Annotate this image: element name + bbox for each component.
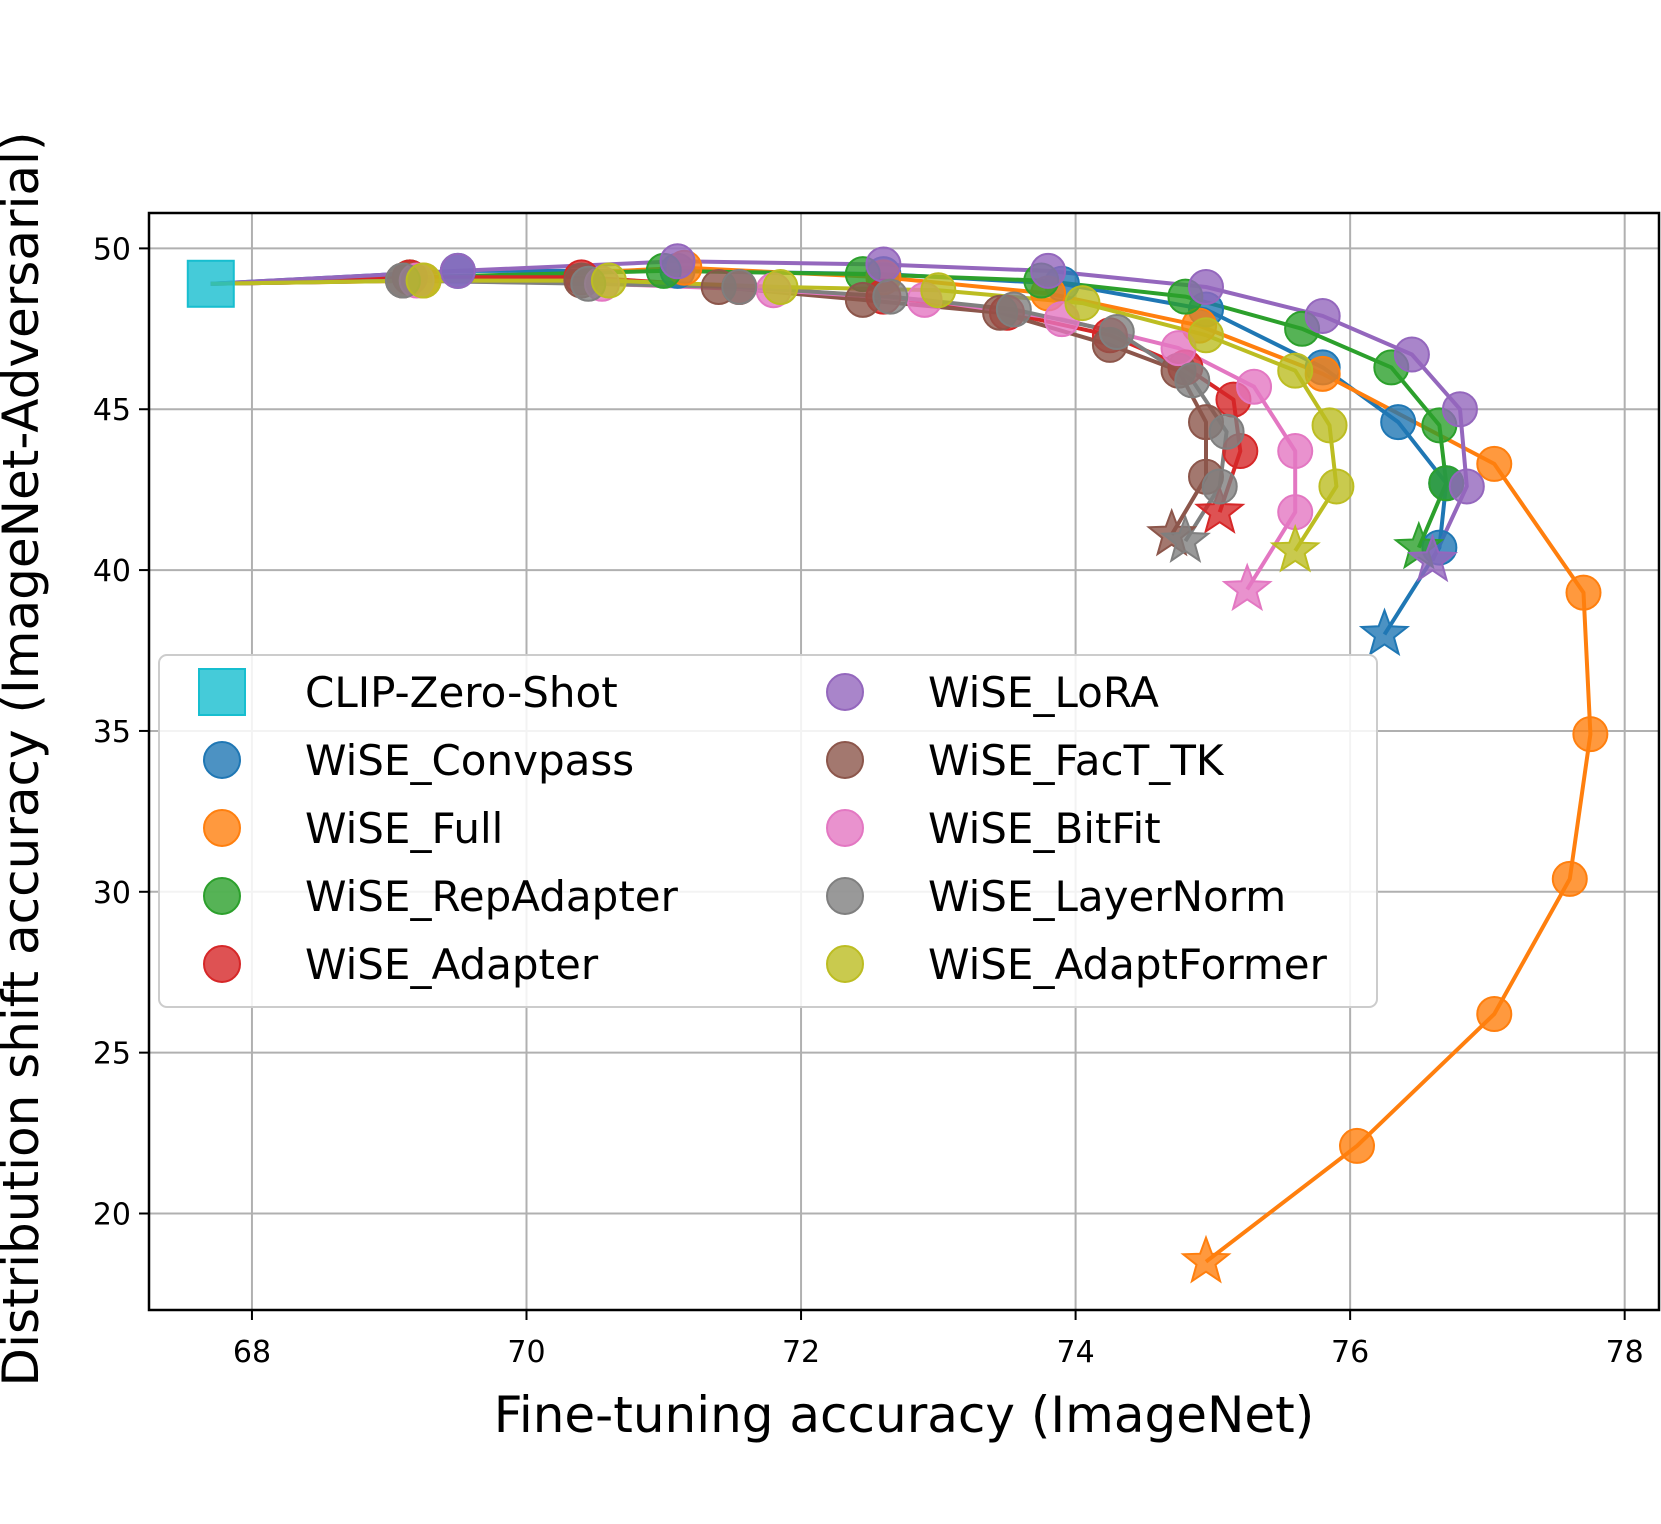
y-ticks: 20 25 30 35 40 45 50 — [93, 232, 149, 1232]
wise-adaptformer-point — [590, 262, 627, 299]
legend: CLIP-Zero-Shot WiSE_Convpass WiSE_Full WiSE… — [158, 654, 1378, 1008]
legend-marker-wise-full — [203, 809, 241, 847]
x-tick-label: 70 — [507, 1335, 545, 1370]
wise-lora-point — [1188, 268, 1224, 305]
wise-layernorm-point — [1208, 413, 1245, 450]
wise-lora-point — [439, 252, 476, 289]
wise-layernorm-point — [1174, 362, 1211, 399]
wise-convpass-point — [1380, 404, 1417, 441]
wise-adaptformer-star-point — [1269, 523, 1321, 573]
x-axis-label: Fine-tuning accuracy (ImageNet) — [494, 1386, 1315, 1444]
wise-adaptformer-point — [1311, 407, 1348, 444]
legend-marker-clip-zero-shot — [198, 668, 246, 716]
y-tick-label: 20 — [93, 1197, 131, 1232]
y-tick-label: 40 — [93, 554, 131, 589]
y-tick-label: 25 — [93, 1037, 131, 1072]
wise-full-point — [1339, 1127, 1375, 1164]
legend-label: WiSE_RepAdapter — [305, 872, 679, 921]
y-tick-label: 30 — [93, 876, 131, 911]
wise-layernorm-star-point — [1159, 514, 1211, 563]
wise-bitfit-point — [1236, 368, 1273, 405]
legend-marker-wise-adapter — [203, 945, 241, 983]
legend-marker-wise-adaptformer — [826, 945, 864, 983]
legend-label: WiSE_Adapter — [305, 940, 599, 989]
wise-lora-star-point — [1406, 533, 1459, 583]
wise-layernorm-point — [721, 268, 758, 305]
series-layer — [186, 243, 1609, 1284]
clip-zero-shot-marker — [186, 259, 235, 308]
wise-lora-point — [659, 243, 696, 280]
legend-label: WiSE_AdaptFormer — [928, 940, 1328, 989]
wise-adaptformer-line — [210, 278, 1339, 552]
wise-adapter-star-point — [1194, 485, 1246, 534]
wise-adaptformer-point — [762, 268, 799, 305]
wise-lora-point — [1441, 391, 1478, 428]
wise-lora-point — [865, 246, 902, 283]
x-ticks: 68 70 72 74 76 78 — [233, 1310, 1644, 1370]
legend-marker-wise-bitfit — [826, 809, 864, 847]
wise-adaptformer-point — [920, 272, 957, 309]
wise-layernorm-point — [1098, 314, 1135, 351]
legend-label: WiSE_Convpass — [305, 736, 634, 785]
legend-label: CLIP-Zero-Shot — [305, 668, 618, 717]
y-tick-label: 35 — [93, 715, 131, 750]
x-tick-label: 76 — [1331, 1335, 1369, 1370]
y-axis-label: Distribution shift accuracy (ImageNet-Ad… — [0, 132, 50, 1387]
legend-box — [158, 654, 1378, 1008]
x-tick-label: 72 — [782, 1335, 820, 1370]
wise-full-point — [1565, 574, 1602, 611]
wise-lora-point — [1304, 297, 1341, 334]
legend-marker-wise-layernorm — [826, 877, 864, 915]
legend-marker-wise-convpass — [203, 741, 241, 779]
wise-full-point — [1551, 860, 1588, 897]
wise-full-point — [1476, 996, 1513, 1033]
wise-adaptformer-point — [1188, 317, 1224, 354]
wise-layernorm-point — [872, 278, 909, 315]
wise-adaptformer-point — [405, 262, 442, 299]
wise-adaptformer-point — [1064, 285, 1101, 322]
wise-lora-point — [1393, 336, 1430, 373]
wise-lora-point — [1030, 252, 1067, 289]
wise-layernorm-point — [1201, 468, 1238, 505]
legend-marker-wise-fact-tk — [826, 741, 864, 779]
wise-convpass-star-point — [1358, 607, 1411, 657]
wise-full-point — [1572, 716, 1609, 753]
legend-marker-wise-repadapter — [203, 877, 241, 915]
wise-bitfit-point — [1277, 433, 1314, 470]
wise-convpass-line — [210, 268, 1449, 636]
x-tick-label: 78 — [1606, 1335, 1644, 1370]
x-tick-label: 68 — [233, 1335, 271, 1370]
legend-label: WiSE_FacT_TK — [928, 736, 1225, 785]
wise-adaptformer-point — [1277, 352, 1314, 389]
wise-bitfit-star-point — [1221, 562, 1273, 612]
wise-full-point — [1476, 445, 1513, 482]
legend-marker-wise-lora — [826, 673, 864, 711]
y-tick-label: 50 — [93, 232, 131, 267]
legend-label: WiSE_Full — [305, 804, 503, 853]
legend-label: WiSE_LayerNorm — [928, 872, 1286, 921]
y-tick-label: 45 — [93, 393, 131, 428]
legend-label: WiSE_LoRA — [928, 668, 1159, 717]
x-tick-label: 74 — [1056, 1335, 1094, 1370]
legend-label: WiSE_BitFit — [928, 804, 1161, 853]
wise-adaptformer-point — [1318, 468, 1355, 505]
plot-frame — [147, 211, 1661, 1312]
wise-layernorm-point — [995, 291, 1032, 328]
wise-full-star-point — [1180, 1234, 1232, 1284]
wise-lora-point — [1448, 468, 1485, 505]
